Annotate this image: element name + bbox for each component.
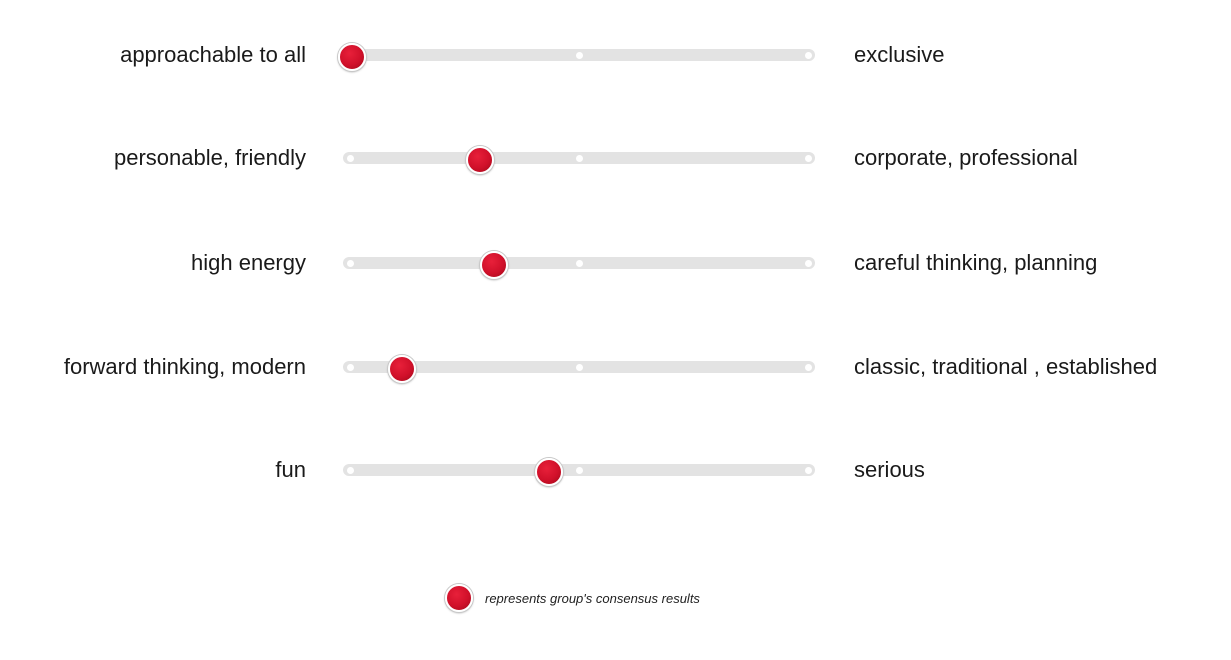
scale-track [343, 355, 815, 383]
endpoint-tick [346, 363, 354, 371]
consensus-marker [534, 458, 563, 486]
right-label: corporate, professional [854, 145, 1078, 170]
left-label: approachable to all [120, 42, 306, 67]
right-label: exclusive [854, 42, 945, 67]
endpoint-tick [346, 259, 354, 267]
consensus-marker [388, 355, 417, 383]
right-label: careful thinking, planning [854, 250, 1098, 275]
right-label: classic, traditional , established [854, 354, 1158, 379]
right-label: serious [854, 457, 925, 482]
left-label: fun [275, 457, 306, 482]
chart-row: high energy careful thinking, planning [0, 243, 1231, 283]
legend-text: represents group's consensus results [485, 590, 700, 606]
scale-track [343, 146, 815, 174]
consensus-marker [479, 251, 508, 279]
consensus-marker [338, 43, 366, 71]
endpoint-tick [804, 363, 812, 371]
chart-row: forward thinking, modern classic, traditi… [0, 347, 1231, 387]
endpoint-tick [804, 259, 812, 267]
midpoint-tick [575, 154, 583, 162]
chart-row: fun serious [0, 450, 1231, 490]
midpoint-tick [575, 259, 583, 267]
midpoint-tick [575, 51, 583, 59]
left-label: personable, friendly [113, 145, 306, 170]
midpoint-tick [575, 363, 583, 371]
scale-track [338, 43, 815, 71]
legend: represents group's consensus results [445, 584, 700, 612]
left-label: high energy [191, 250, 306, 275]
endpoint-tick [804, 466, 812, 474]
chart-row: personable, friendly corporate, professio… [0, 138, 1231, 178]
midpoint-tick [575, 466, 583, 474]
endpoint-tick [346, 466, 354, 474]
scale-track [343, 251, 815, 279]
scale-track [343, 458, 815, 486]
chart-row: approachable to all exclusive [0, 35, 1231, 75]
left-label: forward thinking, modern [63, 354, 306, 379]
consensus-marker [466, 146, 495, 174]
legend-marker-icon [445, 584, 473, 612]
endpoint-tick [804, 51, 812, 59]
endpoint-tick [346, 154, 354, 162]
endpoint-tick [804, 154, 812, 162]
